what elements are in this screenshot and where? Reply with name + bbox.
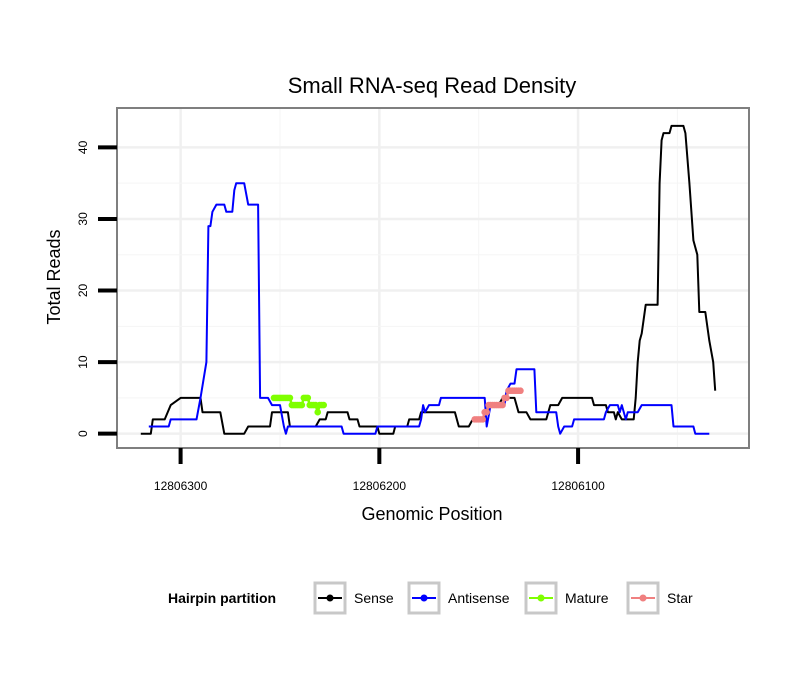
legend-label: Star <box>667 590 693 606</box>
legend-entry-antisense: Antisense <box>407 581 510 615</box>
x-tick-label: 12806200 <box>353 479 407 493</box>
series-star <box>471 387 524 423</box>
x-axis-title: Genomic Position <box>361 504 502 524</box>
data-point <box>483 408 490 416</box>
data-point <box>517 387 524 395</box>
legend-entry-star: Star <box>626 581 693 615</box>
gridlines <box>117 108 749 448</box>
data-point <box>499 401 506 409</box>
x-tick-label: 12806100 <box>551 479 605 493</box>
data-point <box>298 401 306 409</box>
y-tick-label: 0 <box>76 430 90 437</box>
data-point <box>314 408 322 416</box>
legend: Hairpin partition Sense Antisense Mature St… <box>168 581 693 615</box>
y-tick-label: 20 <box>76 284 90 298</box>
series-line-antisense <box>148 182 710 435</box>
legend-entry-sense: Sense <box>313 581 394 615</box>
legend-label: Antisense <box>448 590 510 606</box>
series-mature <box>270 394 327 416</box>
data-point <box>286 394 294 402</box>
legend-key-dot <box>639 594 647 602</box>
y-axis-title: Total Reads <box>44 229 64 324</box>
x-tick-label: 12806300 <box>154 479 208 493</box>
y-tick-label: 30 <box>76 212 90 226</box>
legend-key-dot <box>420 594 428 602</box>
data-point <box>304 394 312 402</box>
legend-title: Hairpin partition <box>168 590 276 606</box>
legend-key-dot <box>537 594 545 602</box>
legend-label: Mature <box>565 590 609 606</box>
y-axis: 0 10 20 30 40 <box>76 140 117 437</box>
y-tick-label: 40 <box>76 140 90 154</box>
legend-label: Sense <box>354 590 394 606</box>
data-point <box>320 401 327 409</box>
x-axis: 12806300 12806200 12806100 <box>154 448 605 493</box>
data-point <box>503 394 510 402</box>
legend-key-dot <box>326 594 334 602</box>
y-tick-label: 10 <box>76 355 90 369</box>
series-layer <box>140 124 717 435</box>
chart-title: Small RNA-seq Read Density <box>288 73 577 98</box>
legend-entry-mature: Mature <box>524 581 609 615</box>
data-point <box>479 416 486 423</box>
plot-panel-border <box>116 107 750 449</box>
series-antisense <box>148 182 710 435</box>
